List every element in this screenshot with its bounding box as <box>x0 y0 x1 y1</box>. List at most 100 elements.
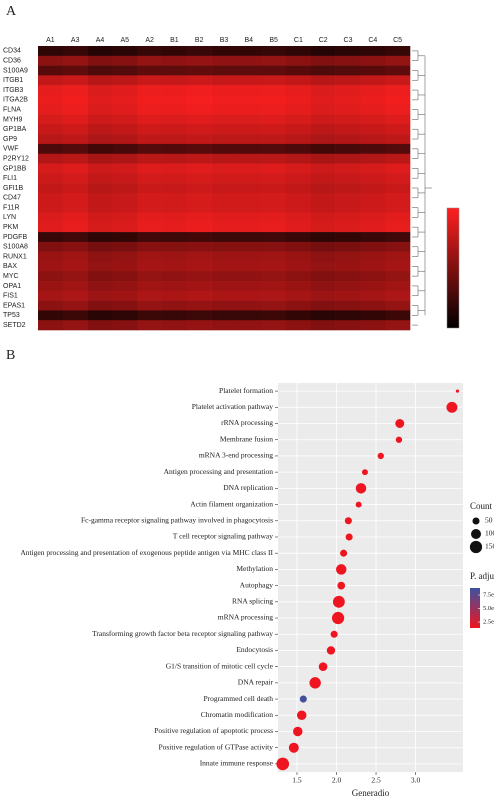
heatmap-cell <box>162 55 188 66</box>
heatmap-cell <box>211 75 237 86</box>
column-label: B1 <box>170 37 179 44</box>
heatmap-cell <box>112 143 138 155</box>
heatmap-cell <box>335 153 361 164</box>
dot <box>355 501 362 508</box>
heatmap-cell <box>112 104 138 115</box>
legend-title: Count <box>470 501 493 511</box>
color-legend-label: 2.5e-04 <box>483 619 494 626</box>
heatmap-cell <box>385 192 411 203</box>
heatmap-cell <box>137 183 163 194</box>
heatmap-cell <box>62 232 88 243</box>
heatmap-cell <box>286 153 312 164</box>
heatmap-cell <box>360 94 386 106</box>
heatmap-cell <box>360 261 386 272</box>
column-label: C4 <box>368 37 377 44</box>
legend-dot <box>472 517 480 525</box>
column-label: C1 <box>294 37 303 44</box>
heatmap-cell <box>62 143 88 155</box>
heatmap-cell <box>186 261 212 272</box>
heatmap-cell <box>286 251 312 262</box>
heatmap-cell <box>162 173 188 184</box>
y-tick-label: Positive regulation of GTPase activity <box>158 742 273 751</box>
heatmap-cell <box>335 310 361 321</box>
heatmap-cell <box>236 65 262 76</box>
heatmap-cell <box>286 46 312 57</box>
dot <box>455 389 460 393</box>
heatmap-cell <box>87 222 113 233</box>
heatmap-cell <box>211 222 237 233</box>
heatmap-cell <box>112 134 138 145</box>
dot <box>276 757 290 771</box>
heatmap-cell <box>137 75 163 86</box>
heatmap-cell <box>112 192 138 203</box>
legend-dot <box>471 529 481 539</box>
heatmap-cell <box>360 114 386 125</box>
heatmap-cell <box>261 46 287 57</box>
dot <box>344 517 352 525</box>
heatmap-cell <box>162 134 188 145</box>
heatmap-cell <box>310 173 336 184</box>
heatmap-cell <box>335 202 361 213</box>
heatmap-cell <box>112 222 138 233</box>
heatmap-cell <box>261 173 287 184</box>
heatmap-cell <box>385 94 411 106</box>
heatmap-cell <box>87 153 113 164</box>
heatmap-cell <box>310 300 336 311</box>
heatmap-cell <box>310 163 336 174</box>
heatmap-cell <box>211 241 237 252</box>
heatmap-cell <box>360 251 386 262</box>
dot <box>326 646 336 655</box>
heatmap-cell <box>162 290 188 301</box>
heatmap-cell <box>335 192 361 203</box>
heatmap-cell <box>360 104 386 115</box>
heatmap-cell <box>62 173 88 184</box>
heatmap-cell <box>211 65 237 76</box>
heatmap-cell <box>38 222 64 233</box>
heatmap-cell <box>137 124 163 135</box>
heatmap-cell <box>261 192 287 203</box>
heatmap-cell <box>211 271 237 282</box>
heatmap-cell <box>162 202 188 213</box>
legend-dot <box>469 540 483 554</box>
heatmap-cell <box>286 124 312 135</box>
color-legend-bar <box>470 588 480 628</box>
heatmap-cell <box>62 75 88 86</box>
heatmap-cell <box>112 55 138 66</box>
heatmap-cell <box>236 183 262 194</box>
heatmap-cell <box>310 202 336 213</box>
heatmap-cell <box>186 271 212 282</box>
heatmap-cell <box>286 202 312 213</box>
heatmap-cell <box>261 271 287 282</box>
row-label: FIS1 <box>3 293 18 300</box>
row-label: CD47 <box>3 195 21 202</box>
heatmap-cell <box>112 124 138 135</box>
heatmap-cell <box>87 310 113 321</box>
heatmap-cell <box>87 202 113 213</box>
heatmap-cell <box>112 183 138 194</box>
row-label: S100A9 <box>3 67 28 74</box>
dot <box>377 452 384 460</box>
heatmap-cell <box>112 94 138 106</box>
row-label: OPA1 <box>3 283 21 290</box>
heatmap-cell <box>286 290 312 301</box>
heatmap-cell <box>162 271 188 282</box>
heatmap-cell <box>87 271 113 282</box>
heatmap-cell <box>236 153 262 164</box>
y-tick-label: Programmed cell death <box>203 694 273 703</box>
heatmap-cell <box>385 281 411 292</box>
heatmap-cell <box>211 290 237 301</box>
row-label: PKM <box>3 224 18 231</box>
heatmap-cell <box>211 143 237 155</box>
heatmap-cell <box>38 310 64 321</box>
heatmap-cell <box>162 114 188 125</box>
heatmap-cell <box>310 281 336 292</box>
heatmap-cell <box>137 222 163 233</box>
heatmap-cell <box>137 300 163 311</box>
heatmap-cell <box>310 134 336 145</box>
heatmap-cell <box>335 75 361 86</box>
heatmap-cell <box>87 134 113 145</box>
dot <box>355 483 367 494</box>
heatmap-cell <box>38 85 64 96</box>
heatmap-cell <box>286 300 312 311</box>
heatmap-cell <box>211 163 237 174</box>
